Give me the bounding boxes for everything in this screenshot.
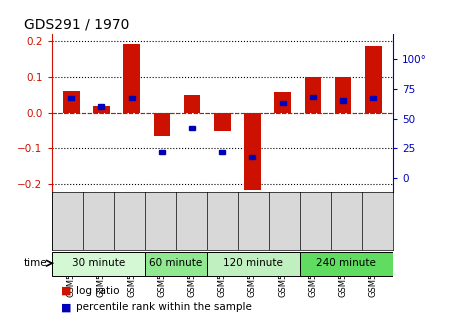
Text: 240 minute: 240 minute <box>317 258 376 268</box>
Bar <box>93 106 110 113</box>
Bar <box>129 96 135 100</box>
Bar <box>310 95 316 99</box>
Bar <box>154 113 170 136</box>
FancyBboxPatch shape <box>207 252 300 276</box>
Bar <box>335 77 352 113</box>
Bar <box>280 101 286 105</box>
Bar <box>274 92 291 113</box>
FancyBboxPatch shape <box>145 252 207 276</box>
Bar <box>304 77 321 113</box>
Text: percentile rank within the sample: percentile rank within the sample <box>76 302 252 312</box>
Bar <box>68 96 74 100</box>
Bar <box>184 95 200 113</box>
Text: log ratio: log ratio <box>76 286 120 296</box>
Bar <box>159 150 165 154</box>
Bar <box>370 96 376 100</box>
Bar <box>63 91 79 113</box>
Text: GDS291 / 1970: GDS291 / 1970 <box>24 17 130 31</box>
Bar <box>219 150 225 154</box>
Text: time: time <box>23 258 47 268</box>
FancyBboxPatch shape <box>300 252 393 276</box>
Bar <box>123 44 140 113</box>
Text: 30 minute: 30 minute <box>71 258 125 268</box>
Text: ■: ■ <box>61 302 71 312</box>
Text: 60 minute: 60 minute <box>149 258 202 268</box>
Bar <box>189 126 195 130</box>
Bar <box>365 46 382 113</box>
Text: 120 minute: 120 minute <box>223 258 283 268</box>
Text: ■: ■ <box>61 286 71 296</box>
Bar <box>214 113 230 130</box>
Bar <box>250 155 255 159</box>
Bar <box>340 98 346 103</box>
Bar <box>244 113 261 190</box>
FancyBboxPatch shape <box>52 252 145 276</box>
Bar <box>98 104 105 109</box>
